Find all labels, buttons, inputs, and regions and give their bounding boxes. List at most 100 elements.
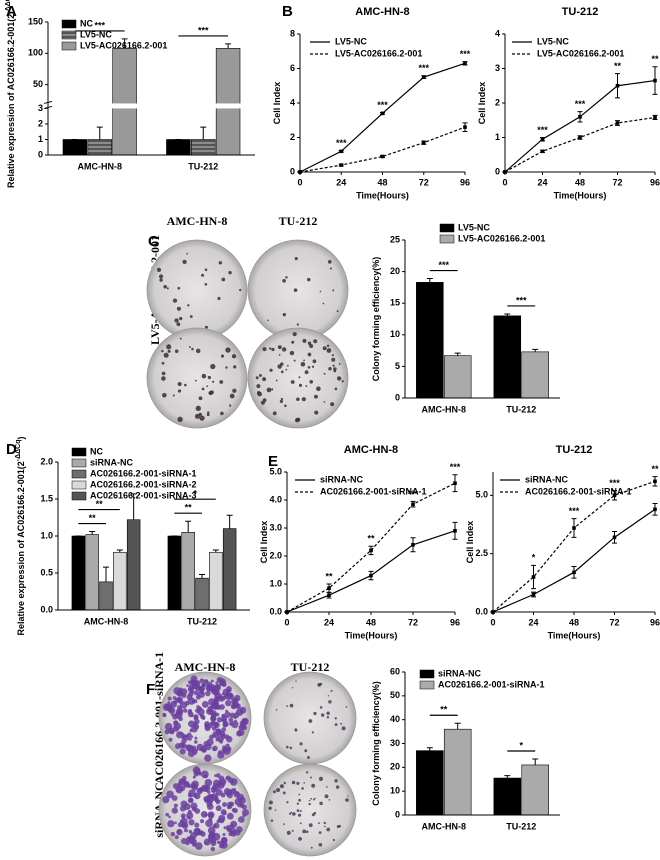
colony: [172, 696, 177, 700]
y-axis-label: Cell Index: [465, 521, 475, 564]
colony: [289, 746, 293, 750]
colony: [241, 804, 247, 810]
error-bar: [532, 348, 539, 352]
colony: [194, 792, 201, 800]
colony: [232, 807, 238, 814]
photo-column-label: AMC-HN-8: [167, 214, 228, 228]
colony: [289, 703, 294, 708]
x-tick-label: 72: [612, 177, 622, 187]
colony: [177, 286, 181, 290]
colony: [200, 690, 204, 694]
x-tick-label: 72: [419, 177, 429, 187]
colony: [203, 774, 208, 779]
axes: [57, 462, 250, 611]
colony: [314, 797, 316, 800]
y-tick-label: 0.0: [269, 606, 282, 616]
y-tick-label: 25: [390, 234, 400, 244]
panel-label: E: [268, 453, 278, 470]
colony: [206, 385, 209, 388]
colony: [168, 737, 173, 742]
colony: [213, 722, 219, 727]
colony: [195, 348, 201, 354]
colony: [290, 811, 293, 814]
colony: [179, 785, 186, 792]
colony: [259, 374, 262, 377]
y-tick-label: 4: [495, 28, 500, 38]
colony: [173, 803, 178, 808]
error-bar: [462, 122, 468, 132]
colony: [186, 836, 192, 842]
colony: [302, 829, 307, 834]
colony: [210, 721, 214, 725]
colony: [226, 792, 231, 797]
colony: [186, 684, 189, 687]
error-bar: [504, 775, 511, 779]
bar: [85, 534, 99, 611]
colony: [227, 801, 233, 808]
colony: [298, 813, 302, 817]
colony: [328, 366, 332, 371]
colony: [163, 352, 169, 358]
colony: [325, 786, 328, 788]
error-bar: [200, 126, 207, 140]
colony: [176, 711, 180, 715]
colony: [176, 306, 181, 311]
legend-label: LV5-NC: [335, 36, 367, 46]
photo-column-label: TU-212: [279, 214, 318, 228]
colony: [199, 713, 204, 718]
colony: [242, 813, 246, 818]
colony: [275, 787, 281, 793]
colony: [308, 802, 311, 806]
colony: [293, 359, 296, 362]
error-bar: [185, 520, 192, 533]
colony: [176, 789, 180, 792]
colony: [220, 733, 227, 739]
colony: [333, 367, 337, 371]
colony: [208, 684, 217, 692]
colony: [237, 803, 242, 808]
colony: [222, 722, 228, 728]
x-tick-label: 24: [324, 617, 334, 627]
colony: [187, 697, 196, 705]
colony: [193, 740, 198, 744]
error-bar: [454, 352, 461, 356]
colony: [174, 318, 179, 323]
y-axis-label-sup: -ΔΔCq: [5, 0, 12, 14]
bar: [181, 531, 195, 611]
colony: [309, 379, 314, 384]
y-tick-label: 15: [390, 298, 400, 308]
colony: [345, 706, 348, 708]
colony: [161, 376, 166, 381]
y-tick-label: 10: [390, 786, 400, 796]
colony: [179, 316, 183, 321]
colony: [324, 794, 329, 799]
legend-label: AC026166.2-001-siRNA-1: [438, 679, 545, 689]
legend-label: siRNA-NC: [525, 474, 569, 484]
bar: [521, 351, 549, 399]
colony: [270, 819, 274, 822]
colony: [222, 811, 227, 816]
bar: [62, 139, 88, 156]
error-bar: [454, 722, 461, 730]
error-bar: [326, 583, 332, 593]
bar: [166, 139, 191, 156]
bar: [99, 581, 113, 611]
colony: [159, 278, 163, 282]
colony: [216, 677, 223, 683]
legend-swatch: [419, 669, 435, 679]
colony: [205, 743, 212, 751]
colony: [204, 679, 208, 683]
colony: [189, 689, 195, 695]
colony: [311, 783, 316, 788]
axes: [286, 472, 455, 613]
y-axis-label: Colony forming efficiency(%): [371, 257, 381, 382]
colony: [168, 707, 176, 714]
colony: [236, 730, 243, 737]
x-tick-label: 96: [650, 177, 660, 187]
colony: [307, 756, 310, 759]
colony: [229, 721, 233, 726]
colony: [288, 812, 292, 815]
colony: [207, 811, 215, 819]
colony: [216, 840, 221, 844]
colony: [219, 704, 225, 710]
